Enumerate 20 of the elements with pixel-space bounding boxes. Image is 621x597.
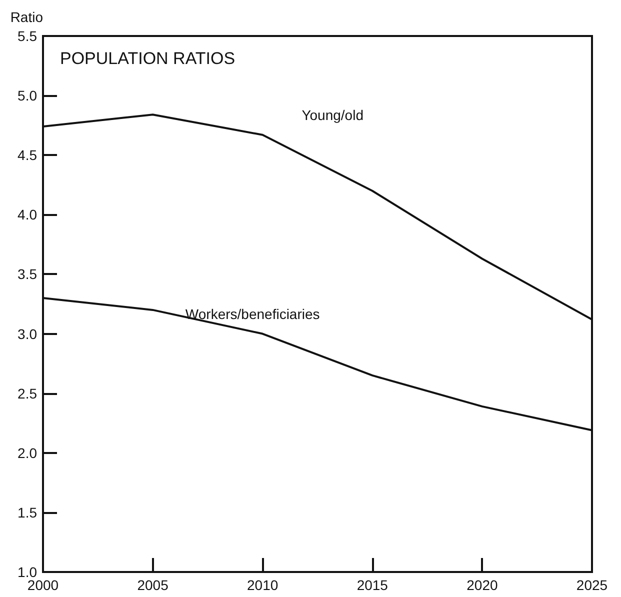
x-tick-label: 2010: [247, 577, 278, 593]
y-tick-label: 4.5: [18, 147, 38, 164]
text: POPULATION RATIOS: [60, 49, 236, 68]
x-tick-label: 2015: [356, 577, 388, 593]
y-tick-label: 2.5: [18, 385, 38, 402]
y-axis-title: Ratio: [10, 9, 44, 25]
x-tick-label: 2020: [466, 577, 498, 593]
text: Young/old: [302, 106, 364, 123]
y-tick-label: 1.0: [18, 564, 38, 580]
y-tick-label: 5.5: [18, 28, 38, 44]
y-tick-label: 2.0: [18, 444, 38, 461]
series-label: Workers/beneficiaries: [185, 306, 320, 322]
x-tick-label: 2025: [576, 577, 608, 593]
y-tick-label: 3.0: [18, 326, 38, 342]
y-tick-label: 3.5: [18, 266, 38, 282]
x-tick-label: 2005: [137, 577, 169, 593]
y-tick-label: 1.5: [18, 504, 38, 520]
x-tick-label: 2000: [27, 577, 59, 593]
y-tick-label: 5.0: [18, 88, 38, 104]
y-tick-label: 4.0: [18, 206, 38, 223]
